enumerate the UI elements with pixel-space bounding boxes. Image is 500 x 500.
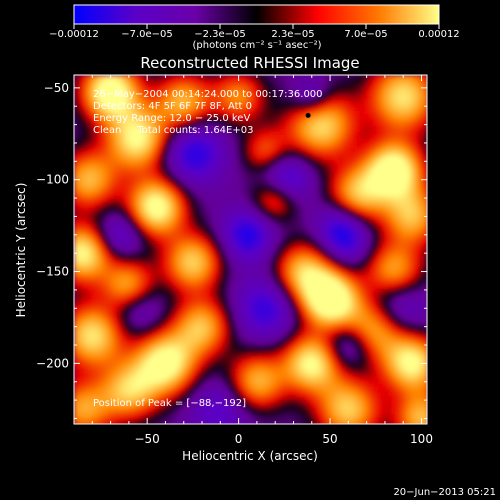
colorbar-units: (photons cm⁻² s⁻¹ asec⁻²) <box>192 40 321 51</box>
colorbar-tick-label: −7.0e−05 <box>121 29 173 40</box>
x-tick-label: −50 <box>134 432 159 446</box>
y-axis-label: Heliocentric Y (arcsec) <box>14 183 28 318</box>
annotation-energy-range: Energy Range: 12.0 − 25.0 keV <box>93 113 250 124</box>
heatmap <box>74 75 427 424</box>
annotation-clean-counts: Clean Total counts: 1.64E+03 <box>93 125 253 136</box>
y-tick-label: −150 <box>36 265 69 279</box>
annotation-time-range: 26−May−2004 00:14:24.000 to 00:17:36.000 <box>93 89 323 100</box>
colorbar-tick-label: −2.3e−05 <box>194 29 246 40</box>
x-tick-label: 0 <box>235 432 243 446</box>
footer-date: 20−Jun−2013 05:21 <box>393 487 496 498</box>
y-tick-label: −200 <box>36 356 69 370</box>
plot-frame <box>73 74 428 425</box>
chart-title: Reconstructed RHESSI Image <box>140 54 359 72</box>
colorbar-tick-label: 0.00012 <box>418 29 459 40</box>
y-tick-label: −100 <box>36 173 69 187</box>
colorbar-ticks: −0.00012 −7.0e−05 −2.3e−05 2.3e−05 7.0e−05 0.… <box>49 24 460 40</box>
colorbar <box>73 4 440 25</box>
peak-position-label: Position of Peak = [−88,−192] <box>93 398 246 409</box>
annotation-detectors: Detectors: 4F 5F 6F 7F 8F, Att 0 <box>93 101 252 112</box>
colorbar-tick-label: −0.00012 <box>49 29 99 40</box>
x-axis: −50 0 50 100 <box>91 75 433 446</box>
colorbar-tick-label: 2.3e−05 <box>271 29 314 40</box>
colorbar-tick-label: 7.0e−05 <box>344 29 387 40</box>
x-tick-label: 100 <box>410 432 433 446</box>
x-tick-label: 50 <box>322 432 337 446</box>
y-axis: −50 −100 −150 −200 <box>36 81 427 419</box>
y-tick-label: −50 <box>44 81 69 95</box>
x-axis-label: Heliocentric X (arcsec) <box>182 449 318 463</box>
peak-marker <box>305 112 311 118</box>
